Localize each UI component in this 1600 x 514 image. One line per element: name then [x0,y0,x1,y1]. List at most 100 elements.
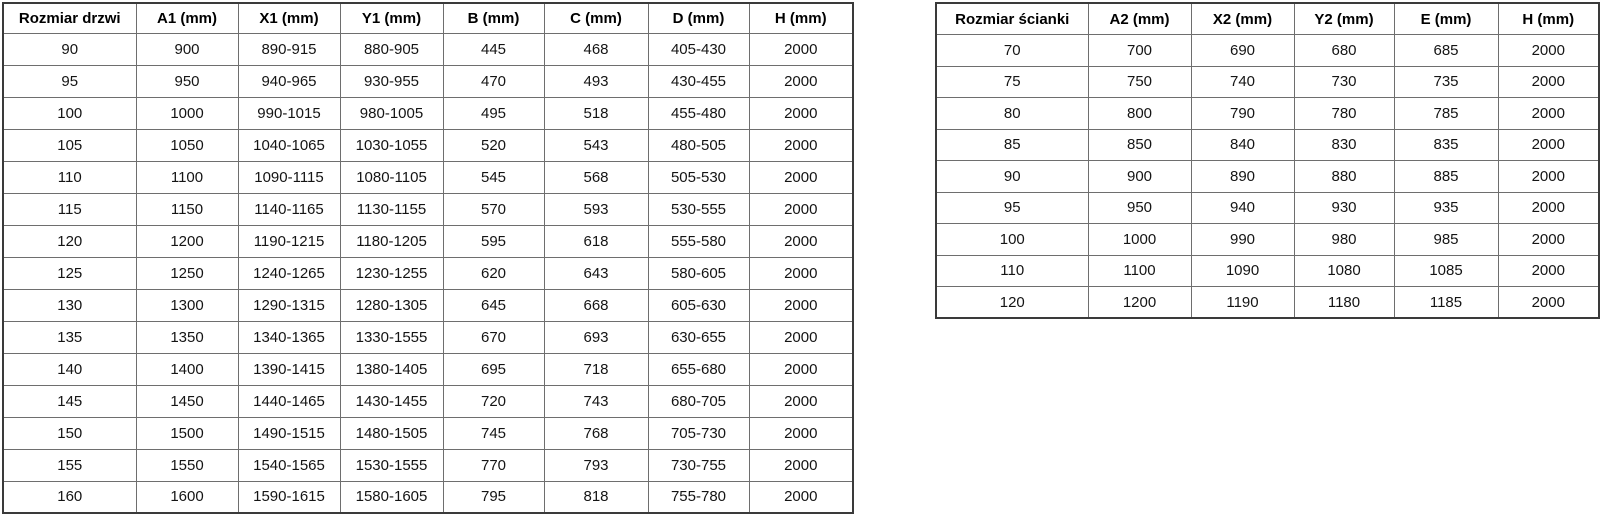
table-cell: 795 [442,480,545,514]
table-cell: 1430-1455 [339,384,444,418]
table-cell: 1040-1065 [237,128,341,162]
table-cell: 818 [543,480,649,514]
table-cell: 1330-1555 [339,320,444,354]
table-cell: 110 [2,160,137,194]
table-cell: 1140-1165 [237,192,341,226]
table-cell: 2000 [1497,286,1600,319]
table-cell: 1500 [135,416,239,450]
header-row: Rozmiar ścianki A2 (mm) X2 (mm) Y2 (mm) E (m… [935,2,1600,35]
table-row: 95 950 940-965 930-955 470 493 430-455 2000 [2,64,854,98]
table-cell: 700 [1087,34,1192,67]
table-cell: 1550 [135,448,239,482]
table-cell: 693 [543,320,649,354]
table-cell: 735 [1393,65,1499,98]
table-cell: 1200 [135,224,239,258]
table-cell: 2000 [748,416,854,450]
table-row: 70 700 690 680 685 2000 [935,34,1600,67]
table-cell: 695 [442,352,545,386]
table-row: 75 750 740 730 735 2000 [935,65,1600,98]
table-cell: 1000 [135,96,239,130]
column-header: Y1 (mm) [339,2,444,34]
table-cell: 2000 [1497,223,1600,256]
table-cell: 830 [1293,128,1395,161]
table-row: 90 900 890 880 885 2000 [935,160,1600,193]
table-cell: 740 [1190,65,1295,98]
table-cell: 985 [1393,223,1499,256]
table-cell: 880 [1293,160,1395,193]
table-cell: 935 [1393,191,1499,224]
table-cell: 505-530 [647,160,750,194]
table-row: 100 1000 990-1015 980-1005 495 518 455-480 2000 [2,96,854,130]
table-row: 110 1100 1090-1115 1080-1105 545 568 505-530 20… [2,160,854,194]
table-cell: 1390-1415 [237,352,341,386]
column-header: Rozmiar ścianki [935,2,1089,35]
table-cell: 115 [2,192,137,226]
table-cell: 2000 [1497,160,1600,193]
table-row: 110 1100 1090 1080 1085 2000 [935,254,1600,287]
table-cell: 840 [1190,128,1295,161]
table-cell: 950 [1087,191,1192,224]
table-cell: 850 [1087,128,1192,161]
table-cell: 930 [1293,191,1395,224]
column-header: A2 (mm) [1087,2,1192,35]
table-cell: 743 [543,384,649,418]
table-cell: 618 [543,224,649,258]
column-header: H (mm) [1497,2,1600,35]
table-cell: 110 [935,254,1089,287]
table-cell: 2000 [748,384,854,418]
column-header: Y2 (mm) [1293,2,1395,35]
table-cell: 95 [935,191,1089,224]
table-cell: 480-505 [647,128,750,162]
table-cell: 940-965 [237,64,341,98]
column-header: X2 (mm) [1190,2,1295,35]
table-row: 105 1050 1040-1065 1030-1055 520 543 480-505 20… [2,128,854,162]
table-cell: 85 [935,128,1089,161]
table-cell: 2000 [748,256,854,290]
table-cell: 705-730 [647,416,750,450]
table-cell: 790 [1190,97,1295,130]
table-cell: 2000 [748,288,854,322]
table-cell: 1180 [1293,286,1395,319]
table-row: 80 800 790 780 785 2000 [935,97,1600,130]
table-cell: 645 [442,288,545,322]
table-cell: 495 [442,96,545,130]
table-cell: 768 [543,416,649,450]
table-cell: 730-755 [647,448,750,482]
table-cell: 593 [543,192,649,226]
table-cell: 155 [2,448,137,482]
table-cell: 2000 [748,448,854,482]
table-cell: 880-905 [339,32,444,66]
table-cell: 1290-1315 [237,288,341,322]
table-cell: 1440-1465 [237,384,341,418]
table-cell: 1030-1055 [339,128,444,162]
table-cell: 990-1015 [237,96,341,130]
table-cell: 1000 [1087,223,1192,256]
table-cell: 2000 [1497,128,1600,161]
column-header: D (mm) [647,2,750,34]
table-cell: 1100 [1087,254,1192,287]
table-cell: 930-955 [339,64,444,98]
table-cell: 135 [2,320,137,354]
table-cell: 2000 [748,160,854,194]
table-cell: 445 [442,32,545,66]
column-header: Rozmiar drzwi [2,2,137,34]
table-row: 135 1350 1340-1365 1330-1555 670 693 630-655 20… [2,320,854,354]
table-cell: 980-1005 [339,96,444,130]
table-cell: 940 [1190,191,1295,224]
table-cell: 125 [2,256,137,290]
table-cell: 2000 [748,192,854,226]
table-cell: 150 [2,416,137,450]
table-row: 145 1450 1440-1465 1430-1455 720 743 680-705 20… [2,384,854,418]
table-cell: 2000 [1497,65,1600,98]
table-cell: 605-630 [647,288,750,322]
table-cell: 468 [543,32,649,66]
table-cell: 780 [1293,97,1395,130]
table-cell: 470 [442,64,545,98]
table-cell: 1590-1615 [237,480,341,514]
table-cell: 90 [935,160,1089,193]
table-row: 150 1500 1490-1515 1480-1505 745 768 705-730 20… [2,416,854,450]
column-header: X1 (mm) [237,2,341,34]
table-cell: 2000 [748,32,854,66]
table-cell: 1085 [1393,254,1499,287]
table-cell: 670 [442,320,545,354]
